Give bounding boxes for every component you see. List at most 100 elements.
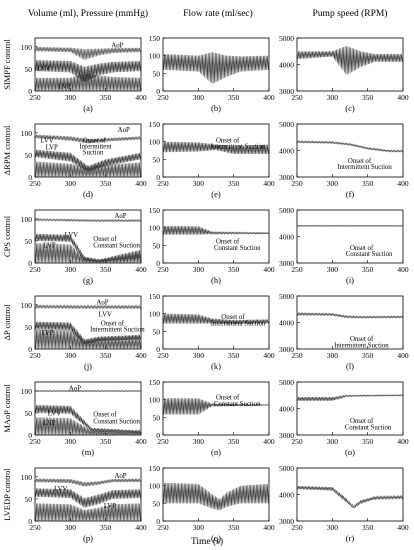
annotation: Onset of — [93, 412, 117, 419]
series-trace-lvp — [34, 161, 142, 178]
annotation: Constant Suction — [345, 424, 392, 431]
annotation: Intermittent Suction — [337, 164, 392, 171]
series-trace-lvp — [34, 329, 142, 350]
x-tick-label: 350 — [228, 265, 240, 274]
series-trace-speed — [296, 394, 404, 401]
annotation: Intermittent Suction — [211, 143, 266, 150]
x-tick-label: 300 — [193, 437, 205, 446]
x-tick-label: 400 — [263, 437, 275, 446]
x-tick-label: 400 — [263, 351, 275, 360]
x-tick-label: 350 — [228, 351, 240, 360]
panel-frame — [34, 295, 142, 350]
x-tick-label: 300 — [327, 265, 339, 274]
y-tick-label: 50 — [25, 237, 33, 246]
x-tick-label: 250 — [291, 437, 303, 446]
y-tick-label: 50 — [25, 151, 33, 160]
annotation: Onset of — [350, 336, 374, 343]
x-tick-label: 400 — [397, 93, 409, 102]
y-tick-label: 100 — [21, 387, 33, 396]
y-tick-label: 4000 — [279, 61, 294, 70]
x-tick-label: 400 — [397, 265, 409, 274]
annotation: Onset of — [216, 239, 240, 246]
y-tick-label: 4000 — [279, 147, 294, 156]
y-tick-label: 0 — [156, 259, 160, 268]
row-label: MAoP control — [2, 384, 12, 433]
annotation: Onset of — [348, 158, 372, 165]
x-tick-label: 300 — [193, 523, 205, 532]
x-tick-label: 250 — [157, 265, 169, 274]
series-trace-flow — [162, 225, 270, 236]
x-tick-label: 350 — [100, 265, 112, 274]
y-tick-label: 50 — [25, 409, 33, 418]
series-trace-flow — [162, 141, 270, 155]
series-trace-lvv — [34, 149, 142, 172]
y-tick-label: 150 — [149, 378, 161, 387]
y-tick-label: 150 — [149, 292, 161, 301]
panel-e: 0 50 100 150 250 300 350 400 Onset ofIntermitten… — [149, 120, 275, 199]
y-tick-label: 3000 — [279, 431, 294, 440]
panel-frame — [34, 123, 142, 178]
series-trace-aop — [34, 134, 142, 144]
panel-frame — [296, 123, 404, 178]
y-tick-label: 50 — [153, 69, 161, 78]
x-tick-label: 250 — [291, 265, 303, 274]
annotation: LVP — [43, 243, 55, 250]
y-tick-label: 3000 — [279, 87, 294, 96]
panel-b: 0 50 100 150 250 300 350 400 (b) — [149, 34, 275, 113]
panel-letter: (f) — [346, 189, 355, 199]
x-tick-label: 400 — [397, 437, 409, 446]
panel-letter: (i) — [346, 275, 354, 285]
annotation: Constant Suction — [214, 245, 261, 252]
y-tick-label: 5000 — [279, 34, 294, 43]
series-trace-speed — [296, 140, 404, 153]
panel-f: 3000 4000 5000 250 300 350 400 Onset ofIntermit… — [279, 120, 409, 199]
x-tick-label: 350 — [100, 179, 112, 188]
x-tick-label: 400 — [135, 265, 147, 274]
y-tick-label: 150 — [149, 206, 161, 215]
annotation: Onset of — [350, 418, 374, 425]
annotation: Constant Suction — [214, 401, 261, 408]
x-tick-label: 350 — [362, 179, 374, 188]
x-tick-label: 300 — [65, 265, 77, 274]
x-tick-label: 250 — [157, 93, 169, 102]
x-tick-label: 300 — [193, 179, 205, 188]
panel-frame — [162, 209, 270, 264]
x-tick-label: 350 — [362, 523, 374, 532]
series-trace-lvp — [34, 417, 142, 437]
y-tick-label: 100 — [149, 138, 161, 147]
y-tick-label: 0 — [156, 431, 160, 440]
y-tick-label: 5000 — [279, 378, 294, 387]
panel-i: 3000 4000 5000 250 300 350 400 Onset ofConstant… — [279, 206, 409, 285]
y-tick-label: 0 — [156, 345, 160, 354]
series-trace-aop — [34, 389, 142, 393]
x-tick-label: 300 — [65, 179, 77, 188]
row-label: ΔP control — [2, 304, 12, 341]
panel-letter: (e) — [211, 189, 221, 199]
y-tick-label: 100 — [21, 129, 33, 138]
y-tick-label: 50 — [153, 413, 161, 422]
annotation: LVP — [41, 330, 53, 337]
x-tick-label: 400 — [135, 523, 147, 532]
panel-l: 3000 4000 5000 250 300 350 400 Onset ofIntermit… — [279, 292, 409, 371]
y-tick-label: 5000 — [279, 292, 294, 301]
x-tick-label: 400 — [263, 93, 275, 102]
annotation: LVV — [40, 138, 53, 145]
series-trace-speed — [296, 312, 404, 319]
annotation: AoP — [96, 300, 108, 307]
y-tick-label: 0 — [156, 173, 160, 182]
annotation: Onset of — [93, 236, 117, 243]
annotation: AoP — [115, 473, 127, 480]
x-tick-label: 400 — [263, 523, 275, 532]
y-tick-label: 100 — [21, 473, 33, 482]
annotation: Intermittent Suction — [334, 343, 389, 350]
annotation: Onset of — [101, 320, 125, 327]
x-tick-label: 250 — [157, 351, 169, 360]
annotation: Intermittent Suction — [90, 327, 145, 334]
y-tick-label: 0 — [156, 517, 160, 526]
x-tick-label: 400 — [135, 93, 147, 102]
panel-letter: (b) — [211, 103, 221, 113]
y-tick-label: 50 — [153, 155, 161, 164]
x-tick-label: 350 — [228, 93, 240, 102]
y-tick-label: 50 — [25, 323, 33, 332]
